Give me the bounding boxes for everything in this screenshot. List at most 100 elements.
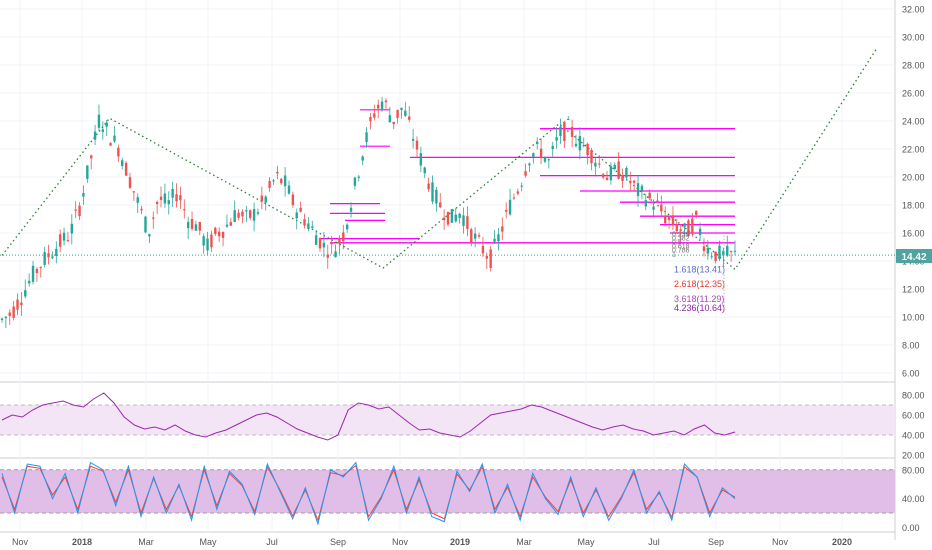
candle-body — [256, 212, 260, 214]
candle-body — [446, 211, 450, 225]
candle-body — [338, 238, 341, 244]
candle-body — [567, 118, 570, 120]
candle-body — [501, 226, 504, 232]
rsi-tick-label: 80.00 — [902, 391, 925, 401]
candle-body — [249, 210, 252, 218]
rsi-line — [1, 392, 736, 441]
candle-body — [66, 240, 70, 242]
last-price-badge-bg — [896, 249, 932, 263]
candle-body — [543, 157, 547, 162]
candle-body — [392, 121, 395, 125]
candle-body — [314, 235, 318, 245]
candle-body — [318, 238, 322, 249]
candle-body — [493, 238, 496, 242]
candle-body — [24, 290, 27, 297]
candle-body — [671, 215, 675, 226]
candle-body — [342, 232, 345, 242]
candle-body — [93, 131, 97, 140]
candle-body — [691, 218, 694, 234]
candle-body — [373, 113, 376, 118]
candle-body — [225, 224, 229, 227]
candle-body — [214, 227, 217, 235]
candle-body — [144, 216, 147, 233]
candle-body — [121, 160, 124, 166]
time-tick-label: 2019 — [450, 537, 470, 547]
candle-body — [477, 235, 481, 237]
stoch-tick-label: 40.00 — [902, 494, 925, 504]
candle-body — [252, 209, 256, 221]
candle-body — [35, 268, 39, 274]
candle-body — [241, 211, 244, 217]
price-tick-label: 12.00 — [902, 285, 925, 295]
candle-body — [598, 163, 601, 165]
candle-body — [656, 200, 659, 202]
candle-body — [683, 223, 686, 228]
candle-body — [183, 209, 186, 211]
candle-body — [512, 197, 516, 199]
price-tick-label: 24.00 — [902, 117, 925, 127]
fib-small-label: 0.382 — [672, 236, 690, 243]
candle-body — [722, 250, 725, 256]
time-tick-label: Nov — [392, 537, 409, 547]
candle-body — [27, 280, 31, 284]
candle-body — [8, 312, 11, 316]
fib-extension-label: 3.618(11.29) — [674, 294, 724, 304]
candle-body — [307, 223, 310, 229]
candle-body — [105, 122, 108, 127]
price-tick-label: 28.00 — [902, 61, 925, 71]
candle-body — [605, 177, 609, 181]
candle-body — [16, 299, 19, 310]
time-tick-label: Nov — [772, 537, 789, 547]
candle-body — [629, 180, 632, 183]
candle-body — [132, 191, 136, 193]
candle-body — [508, 199, 512, 215]
candle-body — [198, 221, 201, 231]
rsi-panel[interactable] — [0, 392, 895, 441]
stochastic-panel[interactable] — [0, 461, 895, 526]
candle-body — [497, 234, 500, 242]
candle-body — [260, 195, 264, 202]
stoch-k-line — [1, 461, 736, 526]
candle-body — [601, 174, 605, 178]
candle-body — [528, 163, 531, 166]
candle-body — [710, 256, 713, 258]
candle-body — [648, 192, 651, 199]
time-tick-label: May — [199, 537, 217, 547]
candle-body — [679, 229, 682, 231]
candle-body — [663, 215, 667, 224]
fib-small-label: 0.236 — [672, 232, 690, 239]
price-tick-label: 20.00 — [902, 173, 925, 183]
rsi-tick-label: 20.00 — [902, 451, 925, 461]
candle-body — [532, 153, 535, 157]
candle-body — [39, 267, 42, 269]
candle-body — [237, 212, 240, 218]
candle-body — [86, 165, 89, 179]
candle-body — [551, 145, 554, 150]
candle-body — [349, 207, 353, 212]
time-tick-label: Nov — [12, 537, 29, 547]
candle-body — [369, 116, 372, 122]
candle-body — [90, 155, 93, 159]
candle-body — [625, 167, 628, 178]
rsi-axis: 80.00 60.00 40.00 20.00 — [902, 391, 925, 461]
candle-body — [245, 210, 248, 212]
candle-body — [206, 238, 209, 251]
candle-body — [613, 164, 616, 170]
candle-body — [439, 202, 442, 208]
time-axis[interactable]: Nov 2018 Mar May Jul Sep Nov 2019 Mar May Jul Sep No… — [12, 537, 852, 547]
candle-body — [621, 175, 624, 181]
candle-body — [609, 166, 613, 181]
candle-body — [714, 251, 717, 262]
candle-body — [376, 104, 380, 109]
candle-body — [0, 318, 4, 320]
candle-body — [155, 201, 159, 204]
candle-body — [163, 193, 167, 204]
candle-body — [152, 217, 155, 219]
price-tick-label: 16.00 — [902, 229, 925, 239]
candle-body — [411, 139, 415, 141]
candle-body — [640, 185, 644, 191]
candle-body — [345, 224, 349, 230]
time-tick-label: Mar — [138, 537, 154, 547]
